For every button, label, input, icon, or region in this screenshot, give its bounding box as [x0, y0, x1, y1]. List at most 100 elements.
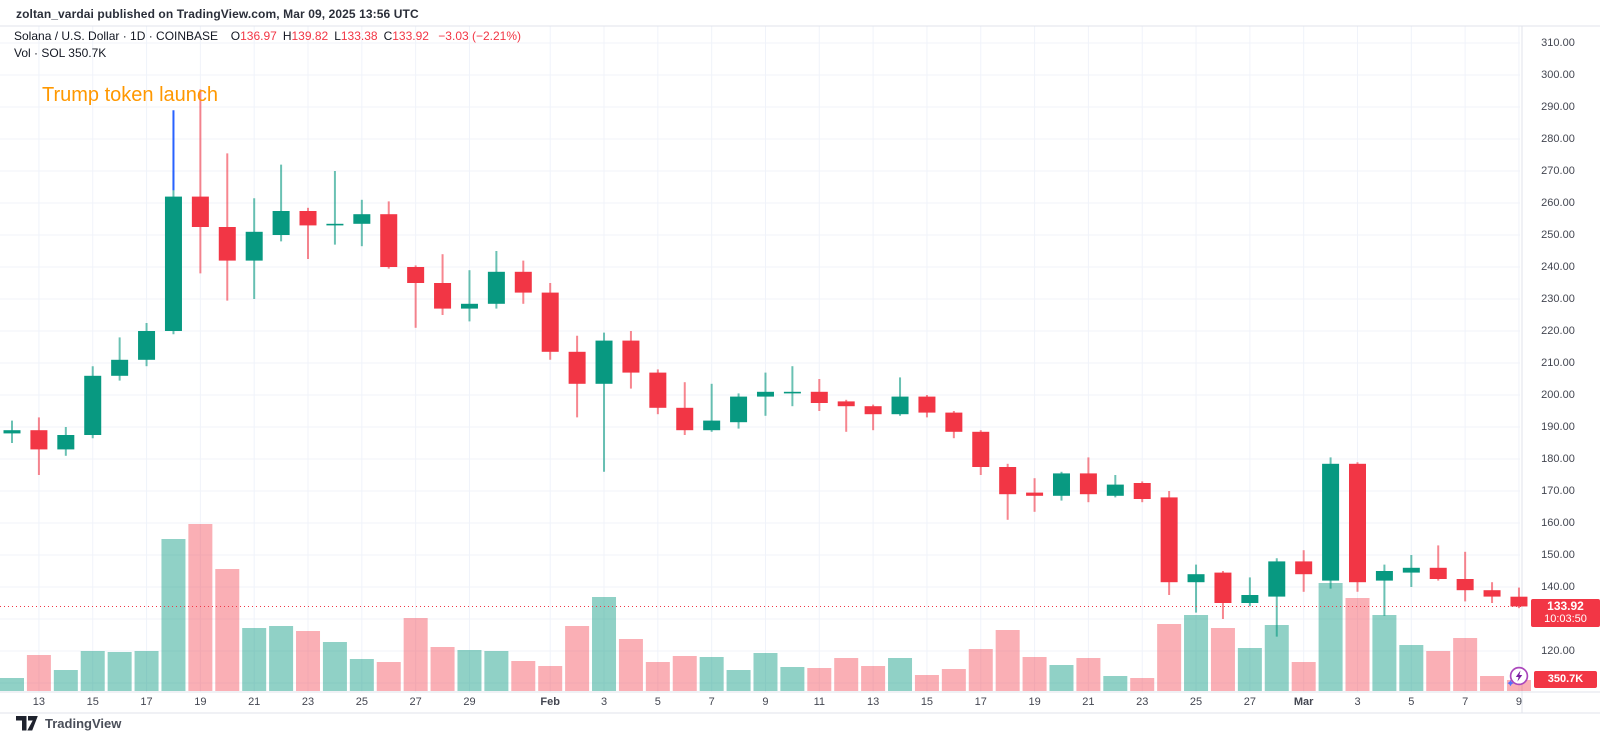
candle-Jan 14	[57, 435, 75, 450]
candle-Feb 18	[999, 467, 1017, 495]
candle-Jan 27	[407, 267, 425, 283]
time-tick-label: 29	[463, 696, 476, 708]
volume-bar-Feb 26	[1210, 628, 1235, 691]
ohlc-value: 133.38	[340, 29, 378, 43]
volume-bar-Feb 14	[888, 658, 913, 691]
time-tick-label: 23	[1136, 696, 1149, 708]
volume-bar-Jan 19	[188, 524, 213, 691]
volume-bar-Feb 21	[1076, 658, 1101, 691]
candle-Feb 7	[703, 420, 721, 431]
candle-Jan 16	[111, 359, 129, 376]
volume-bar-Feb 9	[753, 653, 778, 691]
price-tick-label: 220.00	[1541, 325, 1575, 337]
ohlc-value: 136.97	[240, 29, 277, 43]
volume-bar-Feb 2	[565, 626, 590, 691]
volume-bar-Jan 26	[376, 662, 401, 691]
candle-Feb 17	[972, 431, 990, 467]
candle-Feb 10	[783, 391, 801, 394]
volume-bar-Feb 4	[618, 639, 643, 691]
volume-bar-Jan 23	[296, 631, 321, 691]
candle-Feb 25	[1187, 574, 1205, 583]
volume-bar-Jan 14	[53, 670, 78, 691]
volume-bar-Feb 20	[1049, 665, 1074, 691]
time-tick-label: 9	[762, 696, 769, 708]
candle-Mar 1	[1295, 561, 1313, 575]
symbol-legend-row[interactable]: Solana / U.S. Dollar · 1D · COINBASE O13…	[14, 29, 521, 43]
price-tick-label: 240.00	[1541, 261, 1575, 273]
volume-bar-Mar 1	[1291, 662, 1316, 691]
price-tick-label: 170.00	[1541, 485, 1575, 497]
candle-Jan 21	[245, 231, 263, 261]
candle-Feb 22	[1106, 484, 1124, 496]
current-price-value: 133.92	[1547, 599, 1584, 614]
tradingview-logo-mark	[16, 716, 38, 731]
candle-Mar 6	[1429, 567, 1447, 579]
time-tick-label: 21	[1082, 696, 1095, 708]
candle-Feb 4	[622, 340, 640, 373]
lightning-boost-icon[interactable]	[1505, 664, 1531, 690]
candle-Feb 6	[676, 407, 694, 431]
time-tick-label: 3	[1354, 696, 1361, 708]
candle-Feb 24	[1160, 497, 1178, 583]
price-tick-label: 160.00	[1541, 517, 1575, 529]
volume-bar-Feb 1	[538, 666, 563, 691]
volume-bar-Mar 5	[1399, 645, 1424, 691]
candle-Feb 21	[1079, 473, 1097, 495]
price-tick-label: 270.00	[1541, 165, 1575, 177]
candle-Jan 25	[353, 214, 371, 224]
time-tick-label: 7	[1462, 696, 1469, 708]
candle-Jan 30	[487, 271, 505, 304]
time-tick-label: 13	[32, 696, 46, 708]
volume-bar-Mar 9	[1506, 680, 1531, 691]
candle-Feb 28	[1268, 561, 1286, 597]
candle-Mar 8	[1483, 590, 1501, 597]
candle-Jan 17	[138, 331, 156, 360]
volume-bar-Feb 8	[726, 670, 751, 691]
volume-bar-Feb 18	[995, 630, 1020, 691]
price-tick-label: 210.00	[1541, 357, 1575, 369]
candle-Feb 8	[730, 396, 748, 423]
ohlc-value: 133.92	[392, 29, 429, 43]
volume-bar-Feb 6	[672, 656, 697, 691]
volume-bar-Jan 13	[26, 655, 51, 691]
volume-bar-Jan 24	[322, 642, 347, 691]
time-tick-label: 17	[140, 696, 153, 708]
candle-Jan 28	[434, 283, 452, 309]
volume-bar-Feb 10	[780, 667, 805, 691]
trump-token-launch-annotation[interactable]: Trump token launch	[42, 84, 219, 106]
volume-bar-Mar 3	[1345, 598, 1370, 691]
candle-Jan 26	[380, 214, 398, 267]
candle-Jan 20	[218, 227, 236, 261]
candle-Jan 19	[191, 196, 209, 227]
time-tick-label: 5	[1408, 696, 1415, 708]
price-tick-label: 310.00	[1541, 37, 1575, 49]
tradingview-logo[interactable]: TradingView	[16, 716, 121, 731]
time-tick-label: 23	[301, 696, 315, 708]
volume-axis-label: 350.7K	[1534, 671, 1597, 688]
price-tick-label: 250.00	[1541, 229, 1575, 241]
volume-bar-Feb 24	[1157, 624, 1182, 691]
time-tick-label: 3	[600, 696, 608, 708]
candle-Jan 13	[30, 430, 48, 450]
volume-legend-row[interactable]: Vol · SOL 350.7K	[14, 46, 106, 60]
price-tick-label: 230.00	[1541, 293, 1575, 305]
candle-Jan 31	[514, 271, 532, 293]
volume-bar-Jan 16	[107, 652, 132, 691]
candle-Jan 18	[164, 196, 182, 331]
volume-bar-Feb 3	[592, 597, 617, 691]
candle-Mar 9	[1510, 596, 1528, 607]
ohlc-key: C	[383, 29, 393, 43]
volume-bar-Jan 27	[403, 618, 428, 691]
price-tick-label: 120.00	[1541, 645, 1575, 657]
candle-Feb 13	[864, 406, 882, 415]
ohlc-key: L	[334, 29, 341, 43]
price-tick-label: 140.00	[1541, 581, 1575, 593]
ohlc-value: 139.82	[291, 29, 329, 43]
price-tick-label: 200.00	[1541, 389, 1575, 401]
candle-Mar 2	[1322, 463, 1340, 581]
volume-bar-Jan 28	[430, 647, 455, 691]
time-tick-label: 11	[813, 696, 826, 708]
candle-Mar 7	[1456, 579, 1474, 591]
